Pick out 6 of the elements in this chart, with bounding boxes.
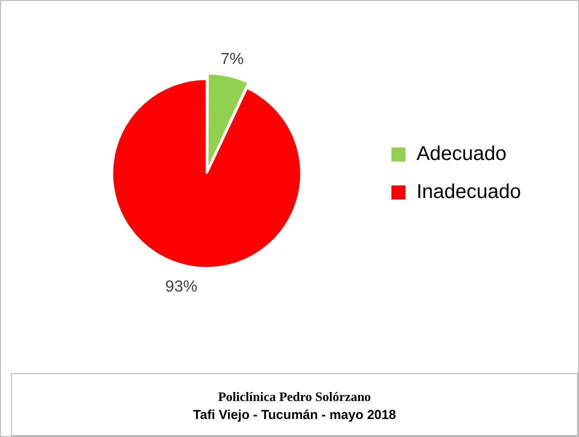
text: Policlínica Pedro Solórzano bbox=[217, 388, 372, 406]
legend-label: Inadecuado bbox=[416, 181, 522, 204]
text: Tafi Viejo - Tucumán - mayo 2018 bbox=[192, 406, 397, 424]
data-label: 7% bbox=[220, 51, 244, 68]
legend-label: Adecuado bbox=[416, 143, 507, 166]
data-label: 93% bbox=[165, 278, 198, 296]
